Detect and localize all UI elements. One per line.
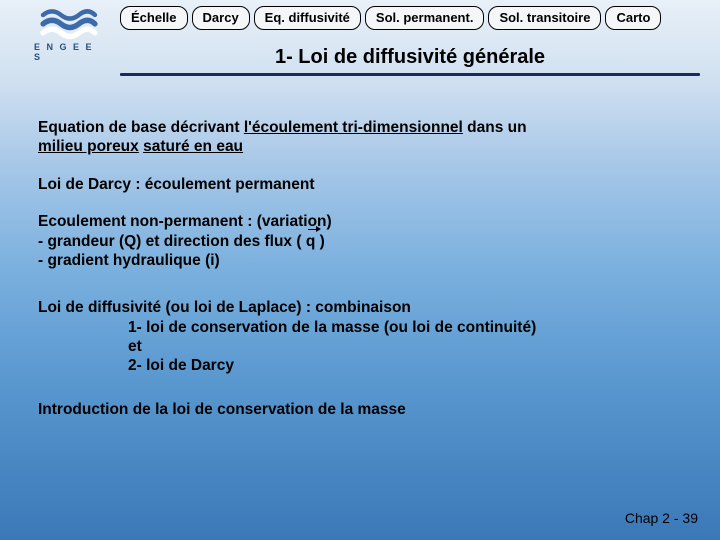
para-intro: Equation de base décrivant l'écoulement … — [38, 118, 690, 157]
tab-sol-transitoire[interactable]: Sol. transitoire — [488, 6, 601, 30]
text: 2- loi de Darcy — [128, 356, 690, 375]
text: dans un — [463, 119, 527, 136]
tab-carto[interactable]: Carto — [605, 6, 661, 30]
para-intro-conservation: Introduction de la loi de conservation d… — [38, 400, 690, 419]
text-underline: l'écoulement tri-dimensionnel — [244, 119, 463, 136]
text: 1- loi de conservation de la masse (ou l… — [128, 318, 690, 337]
page-title: 1- Loi de diffusivité générale — [120, 46, 700, 69]
text: - gradient hydraulique (i) — [38, 252, 220, 269]
logo-text: E N G E E S — [34, 42, 104, 62]
vector-q-icon: q — [306, 232, 315, 251]
body: Equation de base décrivant l'écoulement … — [38, 118, 690, 437]
text: ) — [315, 233, 324, 250]
title-block: 1- Loi de diffusivité générale — [120, 46, 700, 76]
tab-darcy[interactable]: Darcy — [192, 6, 250, 30]
waves-icon — [38, 6, 100, 40]
text-underline: saturé en eau — [143, 138, 243, 155]
tab-bar: Échelle Darcy Eq. diffusivité Sol. perma… — [120, 6, 661, 30]
tab-eq-diffusivite[interactable]: Eq. diffusivité — [254, 6, 361, 30]
page-number: Chap 2 - 39 — [625, 510, 698, 526]
tab-sol-permanent[interactable]: Sol. permanent. — [365, 6, 485, 30]
text: et — [128, 337, 690, 356]
para-darcy: Loi de Darcy : écoulement permanent — [38, 175, 690, 194]
para-laplace: Loi de diffusivité (ou loi de Laplace) :… — [38, 298, 690, 376]
title-rule — [120, 73, 700, 76]
text-underline: milieu poreux — [38, 138, 139, 155]
tab-echelle[interactable]: Échelle — [120, 6, 188, 30]
text: Ecoulement non-permanent : (variation) — [38, 213, 332, 230]
text: - grandeur (Q) et direction des flux ( — [38, 233, 306, 250]
slide: E N G E E S Échelle Darcy Eq. diffusivit… — [0, 0, 720, 540]
text: Loi de diffusivité (ou loi de Laplace) :… — [38, 299, 411, 316]
logo: E N G E E S — [34, 6, 104, 62]
para-nonperm: Ecoulement non-permanent : (variation) -… — [38, 212, 690, 270]
text: Equation de base décrivant — [38, 119, 244, 136]
